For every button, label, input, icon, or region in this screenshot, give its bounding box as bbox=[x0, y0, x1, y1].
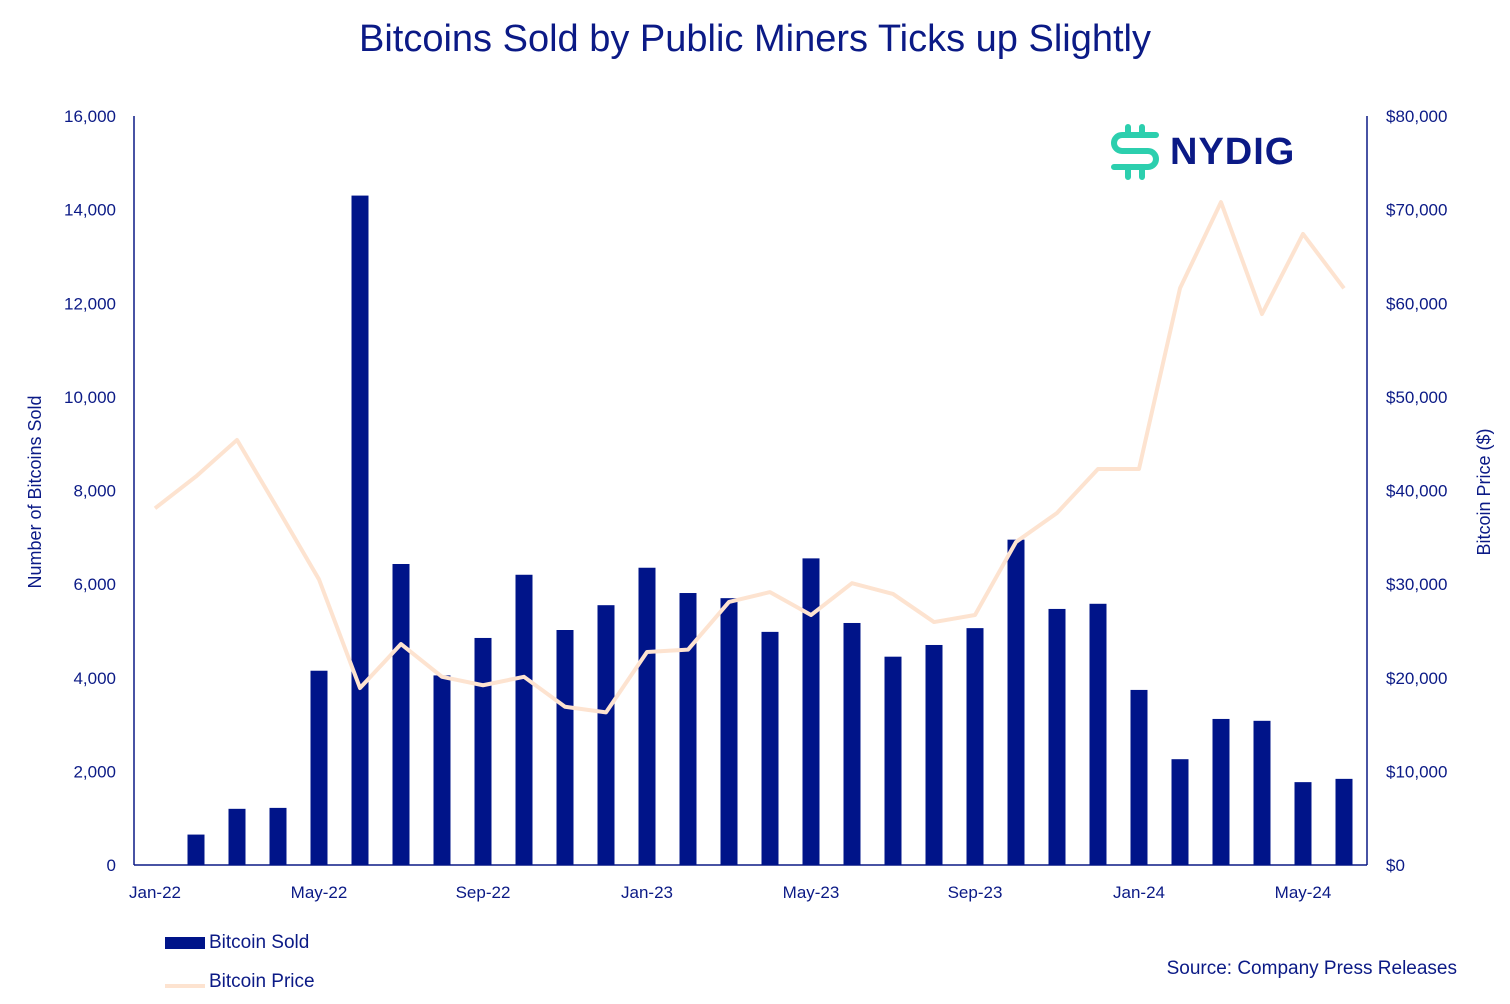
y-right-tick-label: $10,000 bbox=[1386, 762, 1447, 781]
bar-bitcoin-sold bbox=[966, 628, 984, 865]
bar-bitcoin-sold bbox=[310, 670, 328, 865]
bar-bitcoin-sold bbox=[1130, 689, 1148, 865]
x-tick-label: Sep-23 bbox=[948, 883, 1003, 902]
bar-bitcoin-sold bbox=[474, 637, 492, 865]
bar-bitcoin-sold bbox=[1335, 778, 1353, 865]
legend-item-bitcoin-price: Bitcoin Price bbox=[165, 971, 315, 993]
bar-bitcoin-sold bbox=[187, 834, 205, 865]
y-right-tick-label: $80,000 bbox=[1386, 107, 1447, 126]
bar-bitcoin-sold bbox=[720, 598, 738, 865]
legend-swatch-bar bbox=[165, 937, 205, 949]
bar-bitcoin-sold bbox=[638, 567, 656, 865]
bar-bitcoin-sold bbox=[597, 605, 615, 865]
y-left-tick-label: 10,000 bbox=[64, 388, 116, 407]
y-left-tick-label: 16,000 bbox=[64, 107, 116, 126]
x-tick-label: May-23 bbox=[783, 883, 840, 902]
y-right-tick-label: $30,000 bbox=[1386, 575, 1447, 594]
y-left-axis-label: Number of Bitcoins Sold bbox=[25, 395, 45, 588]
y-right-tick-label: $20,000 bbox=[1386, 669, 1447, 688]
y-left-tick-label: 2,000 bbox=[73, 762, 116, 781]
bar-bitcoin-sold bbox=[269, 807, 287, 865]
x-tick-label: Sep-22 bbox=[456, 883, 511, 902]
bar-bitcoin-sold bbox=[1253, 720, 1271, 865]
y-right-tick-label: $60,000 bbox=[1386, 294, 1447, 313]
bar-bitcoin-sold bbox=[228, 808, 246, 865]
chart-title: Bitcoins Sold by Public Miners Ticks up … bbox=[359, 18, 1151, 60]
bar-bitcoin-sold bbox=[925, 644, 943, 865]
bar-bitcoin-sold bbox=[556, 630, 574, 865]
y-right-tick-label: $50,000 bbox=[1386, 388, 1447, 407]
bar-bitcoin-sold bbox=[392, 563, 410, 865]
bar-bitcoin-sold bbox=[679, 593, 697, 865]
bar-bitcoin-sold bbox=[1212, 718, 1230, 865]
y-right-tick-label: $70,000 bbox=[1386, 201, 1447, 220]
x-tick-label: May-24 bbox=[1275, 883, 1332, 902]
y-right-tick-label: $0 bbox=[1386, 856, 1405, 875]
y-left-tick-label: 12,000 bbox=[64, 294, 116, 313]
y-left-tick-label: 8,000 bbox=[73, 482, 116, 501]
line-bitcoin-price bbox=[153, 200, 1346, 715]
y-left-tick-label: 4,000 bbox=[73, 669, 116, 688]
bar-bitcoin-sold bbox=[1007, 539, 1025, 865]
bar-bitcoin-sold bbox=[1089, 603, 1107, 865]
nydig-logo: NYDIG bbox=[1110, 124, 1295, 180]
nydig-logo-icon bbox=[1111, 124, 1159, 180]
bar-bitcoin-sold bbox=[802, 558, 820, 865]
y-left-tick-label: 14,000 bbox=[64, 201, 116, 220]
legend-item-bitcoin-sold: Bitcoin Sold bbox=[165, 932, 309, 954]
x-tick-label: Jan-23 bbox=[621, 883, 673, 902]
legend-swatch-line bbox=[165, 984, 205, 988]
bar-bitcoin-sold bbox=[351, 195, 369, 866]
bar-bitcoin-sold bbox=[843, 622, 861, 865]
y-left-tick-label: 0 bbox=[107, 856, 116, 875]
y-left-tick-label: 6,000 bbox=[73, 575, 116, 594]
x-tick-label: May-22 bbox=[291, 883, 348, 902]
bar-bitcoin-sold bbox=[1171, 759, 1189, 865]
source-note: Source: Company Press Releases bbox=[1166, 958, 1457, 979]
bar-bitcoin-sold bbox=[1294, 782, 1312, 865]
legend-label: Bitcoin Sold bbox=[209, 932, 310, 953]
logo-text: NYDIG bbox=[1170, 130, 1296, 173]
x-tick-label: Jan-24 bbox=[1113, 883, 1165, 902]
bar-bitcoin-sold bbox=[1048, 608, 1066, 865]
y-right-axis-label: Bitcoin Price ($) bbox=[1474, 428, 1494, 555]
y-right-tick-label: $40,000 bbox=[1386, 482, 1447, 501]
bar-bitcoin-sold bbox=[884, 656, 902, 865]
x-tick-label: Jan-22 bbox=[129, 883, 181, 902]
bar-bitcoin-sold bbox=[515, 574, 533, 865]
legend-label: Bitcoin Price bbox=[209, 971, 315, 992]
bar-bitcoin-sold bbox=[761, 631, 779, 865]
bar-bitcoin-sold bbox=[433, 675, 451, 865]
